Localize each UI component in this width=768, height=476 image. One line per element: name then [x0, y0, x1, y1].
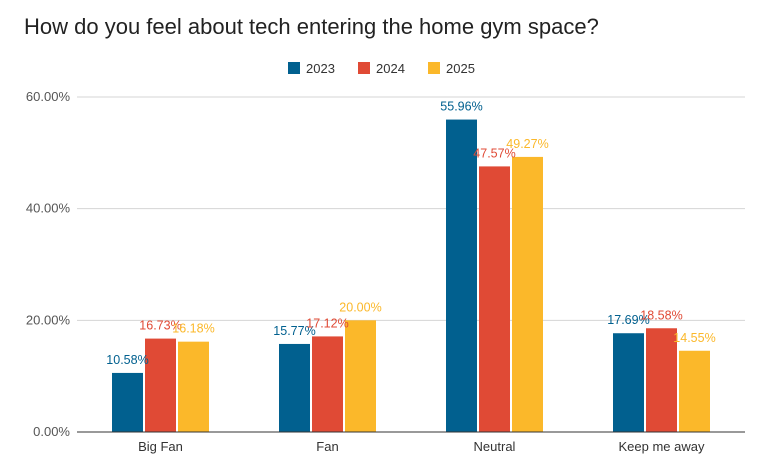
bar-2023[interactable] [112, 372, 143, 432]
data-label: 16.73% [139, 319, 181, 333]
data-label: 16.18% [172, 322, 214, 336]
x-tick-label: Big Fan [138, 439, 183, 454]
legend[interactable]: 2023 2024 2025 [288, 61, 475, 76]
legend-label-2023[interactable]: 2023 [306, 61, 335, 76]
x-axis: Big Fan Fan Neutral Keep me away [77, 431, 745, 454]
legend-label-2024[interactable]: 2024 [376, 61, 405, 76]
legend-swatch-2024[interactable] [358, 62, 370, 74]
data-label: 47.57% [473, 146, 515, 160]
bar-2023[interactable] [446, 119, 477, 432]
bar-2024[interactable] [479, 166, 510, 433]
data-label: 20.00% [339, 300, 381, 314]
bar-2024[interactable] [145, 338, 176, 432]
y-tick-label: 0.00% [33, 424, 70, 439]
bar-2023[interactable] [279, 343, 310, 432]
data-label: 17.12% [306, 316, 348, 330]
x-tick-label: Keep me away [619, 439, 705, 454]
chart-title: How do you feel about tech entering the … [24, 14, 599, 39]
data-labels: 10.58% 16.73%16.18% 15.77%17.12% 20.00% 55.9… [106, 100, 715, 367]
data-label: 10.58% [106, 353, 148, 367]
y-axis-ticks: 0.00% 20.00% 40.00% 60.00% [26, 89, 71, 439]
x-tick-label: Neutral [474, 439, 516, 454]
gridlines [77, 96, 745, 321]
data-label: 14.55% [673, 331, 715, 345]
legend-swatch-2023[interactable] [288, 62, 300, 74]
bar-2024[interactable] [312, 336, 343, 432]
data-label: 55.96% [440, 100, 482, 114]
data-label: 17.69% [607, 313, 649, 327]
data-label: 15.77% [273, 324, 315, 338]
bar-2024[interactable] [646, 328, 677, 432]
y-tick-label: 60.00% [26, 89, 71, 104]
bar-2025[interactable] [178, 341, 209, 432]
y-tick-label: 40.00% [26, 201, 71, 216]
bar-2025[interactable] [512, 156, 543, 432]
data-label: 18.58% [640, 308, 682, 322]
y-tick-label: 20.00% [26, 312, 71, 327]
legend-label-2025[interactable]: 2025 [446, 61, 475, 76]
legend-swatch-2025[interactable] [428, 62, 440, 74]
data-label: 49.27% [506, 137, 548, 151]
bar-2025[interactable] [345, 320, 376, 432]
bar-2025[interactable] [679, 350, 710, 432]
x-tick-label: Fan [316, 439, 338, 454]
bar-2023[interactable] [613, 333, 644, 432]
bars [112, 119, 710, 433]
